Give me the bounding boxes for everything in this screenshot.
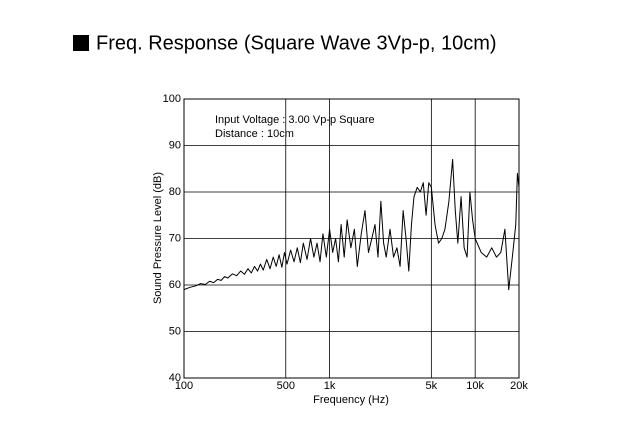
x-tick-label: 500 — [277, 380, 295, 392]
x-tick-label: 1k — [324, 380, 336, 392]
y-axis-label: Sound Pressure Level (dB) — [152, 172, 164, 304]
x-tick-label: 100 — [175, 380, 193, 392]
y-tick-label: 70 — [169, 232, 181, 244]
annotation: Input Voltage : 3.00 Vp-p Square — [215, 114, 375, 126]
chart-title: Freq. Response (Square Wave 3Vp-p, 10cm) — [96, 32, 497, 54]
x-tick-label: 10k — [466, 380, 484, 392]
response-line — [183, 158, 520, 291]
y-tick-label: 80 — [169, 186, 181, 198]
y-tick-label: 40 — [169, 372, 181, 384]
annotation: Distance : 10cm — [215, 128, 294, 140]
plot-frame — [183, 98, 520, 379]
x-axis-label: Frequency (Hz) — [313, 394, 389, 406]
y-tick-label: 100 — [163, 93, 181, 105]
x-tick-label: 20k — [510, 380, 528, 392]
x-tick-label: 5k — [426, 380, 438, 392]
y-tick-label: 90 — [169, 139, 181, 151]
y-tick-label: 60 — [169, 279, 181, 291]
title-icon — [73, 35, 89, 51]
y-tick-label: 50 — [169, 325, 181, 337]
